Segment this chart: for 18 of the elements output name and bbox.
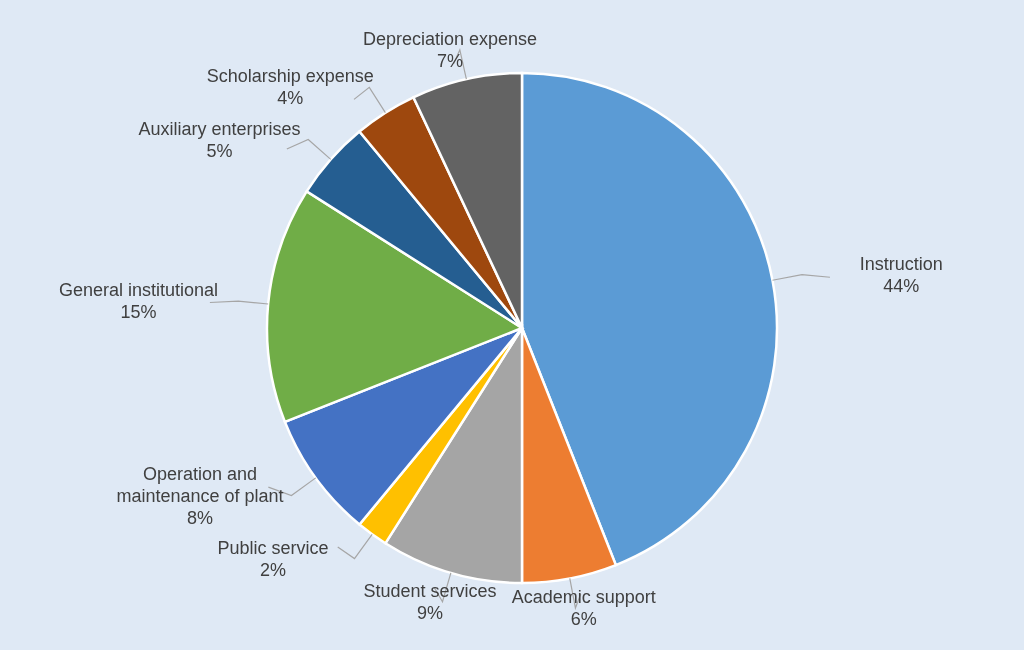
data-label: 2%	[260, 559, 287, 580]
slice-label: Auxiliary enterprises	[138, 118, 301, 139]
slice-label: Operation and maintenance of plant	[116, 463, 284, 506]
data-label: 15%	[120, 302, 157, 323]
slice-label: Scholarship expense	[206, 66, 374, 87]
data-label: 5%	[206, 140, 233, 161]
slice-label: Instruction	[859, 253, 943, 274]
data-label: 44%	[883, 275, 920, 296]
data-label: 6%	[570, 608, 597, 629]
slice-label: Student services	[363, 580, 497, 601]
slice-label: Academic support	[511, 586, 656, 607]
data-label: 7%	[437, 50, 464, 71]
slice-label: General institutional	[58, 280, 219, 301]
data-label: 4%	[277, 88, 304, 109]
slice-label: Public service	[217, 537, 329, 558]
slice-label: Depreciation expense	[362, 28, 538, 49]
data-label: 8%	[187, 507, 214, 528]
data-label: 9%	[416, 602, 443, 623]
